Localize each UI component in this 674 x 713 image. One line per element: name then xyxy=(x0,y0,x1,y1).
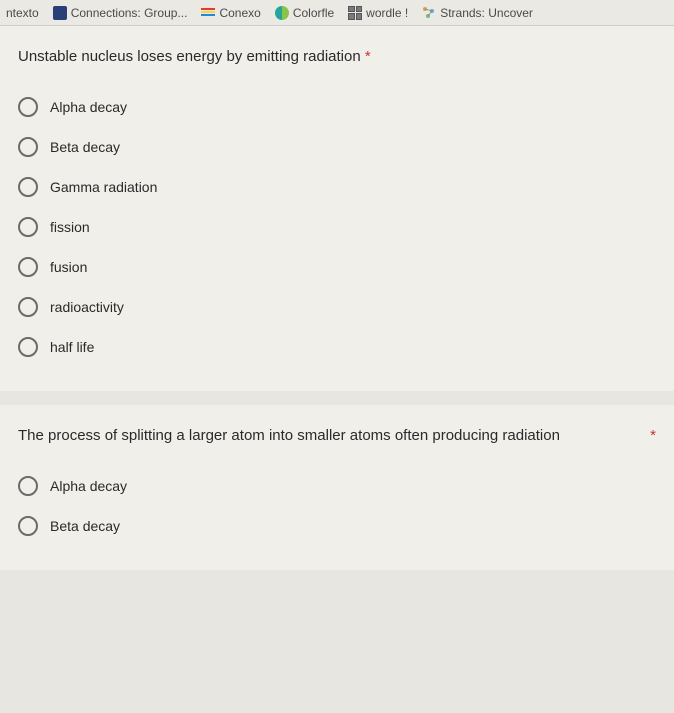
radio-option[interactable]: radioactivity xyxy=(18,287,656,327)
radio-option[interactable]: Alpha decay xyxy=(18,466,656,506)
strands-icon xyxy=(422,6,436,20)
question-text: Unstable nucleus loses energy by emittin… xyxy=(18,46,656,67)
option-label: Gamma radiation xyxy=(50,179,157,195)
bookmark-ntexto[interactable]: ntexto xyxy=(6,6,39,20)
option-label: half life xyxy=(50,339,94,355)
radio-icon xyxy=(18,217,38,237)
option-label: Beta decay xyxy=(50,518,120,534)
radio-icon xyxy=(18,516,38,536)
radio-icon xyxy=(18,257,38,277)
bookmark-strands[interactable]: Strands: Uncover xyxy=(422,6,533,20)
bookmark-bar: ntexto Connections: Group... Conexo Colo… xyxy=(0,0,674,26)
radio-option[interactable]: Beta decay xyxy=(18,127,656,167)
bookmark-label: Strands: Uncover xyxy=(440,6,533,20)
bookmark-conexo[interactable]: Conexo xyxy=(201,6,260,20)
bookmark-label: Conexo xyxy=(219,6,260,20)
option-label: fusion xyxy=(50,259,87,275)
wordle-icon xyxy=(348,6,362,20)
option-label: Beta decay xyxy=(50,139,120,155)
radio-icon xyxy=(18,337,38,357)
colorfle-icon xyxy=(275,6,289,20)
radio-option[interactable]: half life xyxy=(18,327,656,367)
bookmark-label: wordle ! xyxy=(366,6,408,20)
radio-icon xyxy=(18,297,38,317)
radio-option[interactable]: fusion xyxy=(18,247,656,287)
option-label: fission xyxy=(50,219,90,235)
radio-icon xyxy=(18,177,38,197)
radio-icon xyxy=(18,476,38,496)
radio-option[interactable]: Beta decay xyxy=(18,506,656,546)
question-text: The process of splitting a larger atom i… xyxy=(18,425,656,446)
question-card: Unstable nucleus loses energy by emittin… xyxy=(0,26,674,391)
option-label: Alpha decay xyxy=(50,478,127,494)
connections-icon xyxy=(53,6,67,20)
radio-option[interactable]: fission xyxy=(18,207,656,247)
option-label: Alpha decay xyxy=(50,99,127,115)
form-content: Unstable nucleus loses energy by emittin… xyxy=(0,26,674,570)
radio-option[interactable]: Gamma radiation xyxy=(18,167,656,207)
bookmark-label: Connections: Group... xyxy=(71,6,188,20)
bookmark-label: Colorfle xyxy=(293,6,334,20)
required-asterisk: * xyxy=(650,425,656,446)
bookmark-wordle[interactable]: wordle ! xyxy=(348,6,408,20)
radio-icon xyxy=(18,137,38,157)
bookmark-connections[interactable]: Connections: Group... xyxy=(53,6,188,20)
radio-icon xyxy=(18,97,38,117)
bookmark-colorfle[interactable]: Colorfle xyxy=(275,6,334,20)
question-card: The process of splitting a larger atom i… xyxy=(0,405,674,570)
required-asterisk: * xyxy=(365,48,371,65)
conexo-icon xyxy=(201,6,215,20)
option-label: radioactivity xyxy=(50,299,124,315)
radio-option[interactable]: Alpha decay xyxy=(18,87,656,127)
bookmark-label: ntexto xyxy=(6,6,39,20)
